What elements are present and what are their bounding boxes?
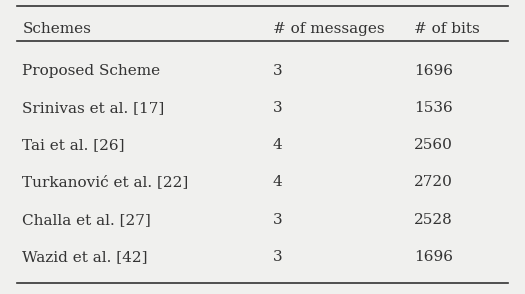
Text: Tai et al. [26]: Tai et al. [26] [22, 138, 125, 152]
Text: # of messages: # of messages [273, 22, 385, 36]
Text: 3: 3 [273, 250, 282, 264]
Text: Srinivas et al. [17]: Srinivas et al. [17] [22, 101, 164, 115]
Text: Proposed Scheme: Proposed Scheme [22, 64, 161, 78]
Text: 3: 3 [273, 213, 282, 227]
Text: 1536: 1536 [414, 101, 453, 115]
Text: 4: 4 [273, 138, 282, 152]
Text: 1696: 1696 [414, 250, 453, 264]
Text: 3: 3 [273, 64, 282, 78]
Text: 2528: 2528 [414, 213, 453, 227]
Text: 2560: 2560 [414, 138, 453, 152]
Text: Schemes: Schemes [22, 22, 91, 36]
Text: 2720: 2720 [414, 175, 453, 189]
Text: # of bits: # of bits [414, 22, 480, 36]
Text: 4: 4 [273, 175, 282, 189]
Text: 1696: 1696 [414, 64, 453, 78]
Text: Turkanović et al. [22]: Turkanović et al. [22] [22, 175, 188, 189]
Text: 3: 3 [273, 101, 282, 115]
Text: Challa et al. [27]: Challa et al. [27] [22, 213, 151, 227]
Text: Wazid et al. [42]: Wazid et al. [42] [22, 250, 148, 264]
